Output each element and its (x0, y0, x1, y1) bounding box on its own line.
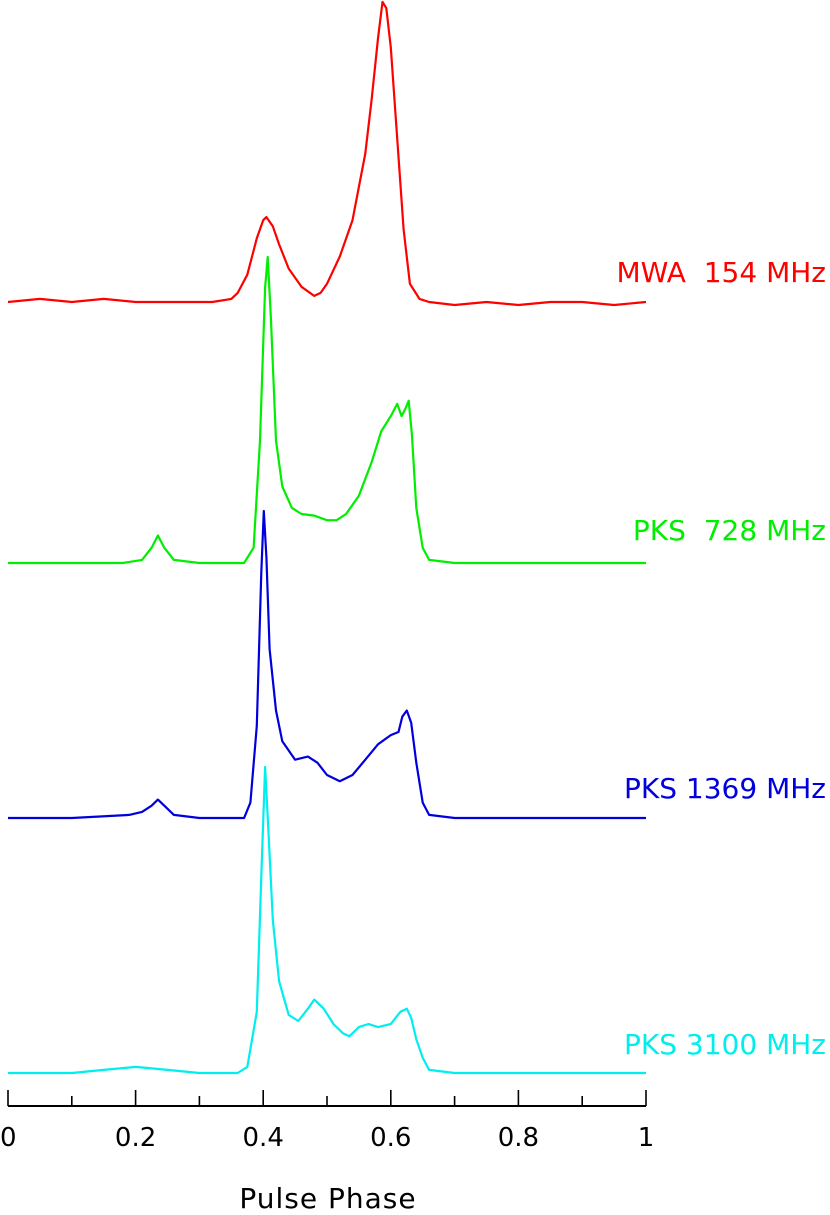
series-line-4 (8, 765, 646, 1075)
series-label-1: MWA 154 MHz (616, 256, 826, 289)
series-label-3: PKS 1369 MHz (624, 772, 826, 805)
series-line-1 (7, 0, 647, 307)
series-label-4: PKS 3100 MHz (624, 1028, 826, 1061)
x-tick-label: 0.2 (115, 1123, 156, 1153)
x-tick-label: 0.4 (243, 1123, 284, 1153)
x-axis: 0 0.2 0.4 0.6 0.8 1 (0, 1090, 654, 1153)
series-line-2 (8, 255, 646, 565)
x-tick-label: 1 (638, 1123, 655, 1153)
x-tick-label: 0.8 (498, 1123, 539, 1153)
x-tick-label: 0 (0, 1123, 17, 1153)
series-label-layer: MWA 154 MHz PKS 728 MHz PKS 1369 MHz PKS 31… (616, 256, 826, 1061)
x-tick-label: 0.6 (370, 1123, 411, 1153)
series-line-3 (8, 509, 646, 820)
x-axis-title: Pulse Phase (239, 1182, 416, 1215)
series-layer (7, 0, 647, 1075)
series-label-2: PKS 728 MHz (633, 514, 826, 547)
